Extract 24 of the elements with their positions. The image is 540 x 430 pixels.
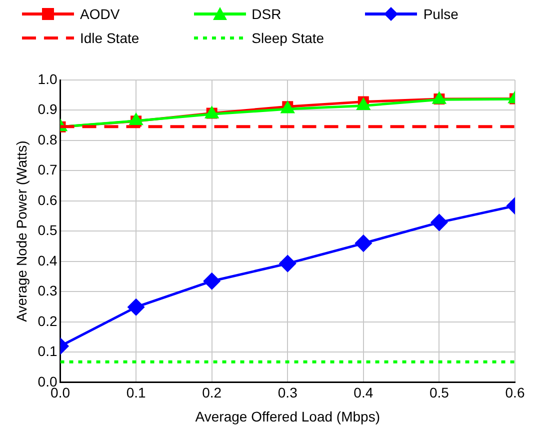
y-tick-label: 0.4	[38, 252, 58, 268]
legend-label: AODV	[80, 6, 120, 22]
legend-label: DSR	[252, 6, 282, 22]
x-tick-label: 0.5	[429, 384, 450, 401]
x-tick-label: 0.6	[505, 384, 525, 401]
legend-label: Idle State	[80, 30, 140, 46]
legend-label: Sleep State	[252, 30, 324, 46]
y-tick-label: 0.0	[38, 373, 58, 390]
y-axis-title: Average Node Power (Watts)	[13, 140, 30, 322]
x-axis-title: Average Offered Load (Mbps)	[195, 408, 380, 424]
legend-label: Pulse	[423, 6, 458, 22]
x-tick-label: 0.3	[278, 384, 298, 401]
x-tick-label: 0.1	[126, 384, 146, 401]
y-tick-label: 1.0	[38, 70, 58, 87]
y-tick-label: 0.2	[38, 312, 58, 329]
y-tick-label: 0.9	[38, 101, 58, 118]
y-tick-label: 0.7	[38, 162, 58, 178]
x-tick-label: 0.2	[202, 384, 222, 401]
y-tick-label: 0.5	[38, 222, 58, 238]
x-tick-label: 0.4	[354, 384, 374, 401]
y-tick-label: 0.1	[38, 343, 58, 360]
y-tick-label: 0.8	[38, 131, 58, 148]
y-tick-label: 0.3	[38, 282, 58, 299]
y-tick-label: 0.6	[38, 192, 58, 208]
